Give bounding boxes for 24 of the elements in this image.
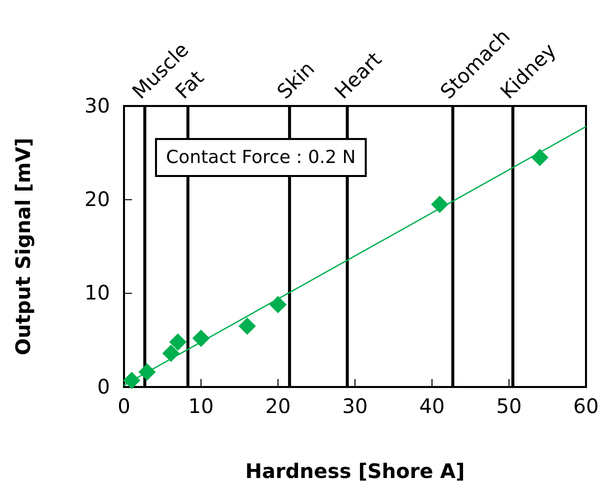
x-tick-label: 60 (573, 394, 599, 418)
annotation: Contact Force : 0.2 N (166, 147, 356, 168)
y-tick-label: 0 (97, 374, 110, 398)
y-tick-label: 30 (84, 93, 110, 118)
point (238, 317, 256, 335)
x-tick-label: 0 (118, 394, 130, 418)
point (531, 148, 548, 166)
point (269, 296, 287, 314)
x-tick-label: 30 (342, 394, 368, 418)
x-tick-label: 50 (496, 394, 522, 418)
point (123, 372, 140, 390)
point (169, 333, 187, 351)
y-axis-title: Output Signal [mV] (11, 138, 35, 356)
point (431, 196, 448, 214)
x-tick-label: 10 (188, 394, 214, 418)
y-tick-label: 20 (84, 187, 110, 212)
y-tick-label: 10 (84, 280, 110, 305)
point (138, 363, 156, 381)
x-tick-label: 20 (265, 394, 291, 418)
point (192, 330, 210, 347)
point (162, 344, 180, 362)
ref-line-label: Skin (272, 56, 320, 104)
x-axis-title: Hardness [Shore A] (245, 459, 465, 483)
x-tick-label: 40 (419, 394, 445, 418)
